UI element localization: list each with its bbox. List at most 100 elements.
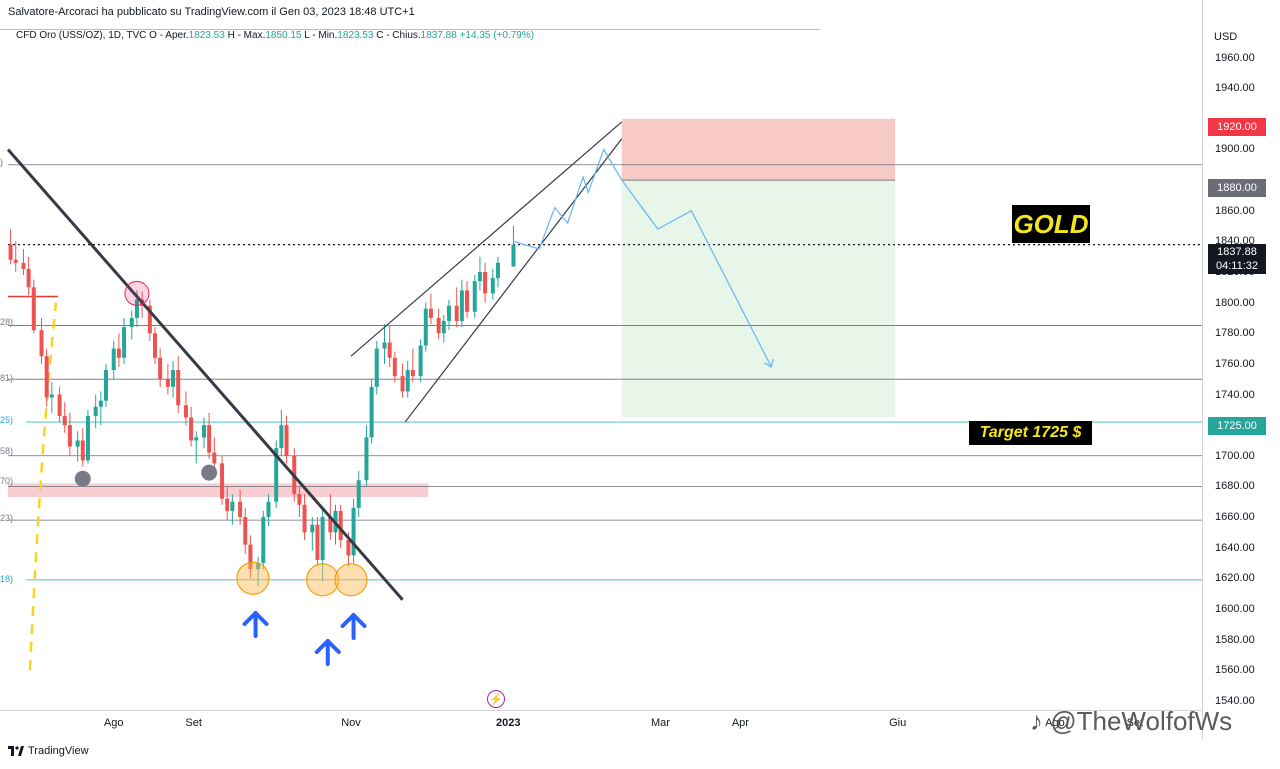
low-label: L - Min. <box>304 30 338 41</box>
bottom-circle <box>334 563 368 597</box>
fibonacci-level-label: 25) <box>0 415 14 425</box>
high-label: H - Max. <box>227 30 266 41</box>
candle-body <box>369 386 374 438</box>
candle-body <box>418 345 423 377</box>
candle-body <box>302 504 307 533</box>
time-axis-border <box>0 710 1203 711</box>
last-price-value: 1837.88 <box>1217 246 1257 258</box>
fibonacci-level-label: 28) <box>0 317 14 327</box>
candle-body <box>338 510 343 540</box>
price-tick-label: 1740.00 <box>1215 388 1255 401</box>
candle-body <box>26 268 31 288</box>
candle-body <box>423 308 428 346</box>
candle-body <box>49 394 54 398</box>
candle-body <box>158 357 163 380</box>
candle-body <box>320 517 325 560</box>
price-tick-label: 1660.00 <box>1215 511 1255 524</box>
candle-body <box>279 425 284 449</box>
date-tick-label: Mar <box>650 717 670 729</box>
candle-body <box>392 357 397 377</box>
fibonacci-level-label: 70) <box>0 476 14 486</box>
candle-body <box>297 494 302 505</box>
swing-low-dot <box>74 470 91 487</box>
publisher-text: Salvatore-Arcoraci ha pubblicato su Trad… <box>8 6 415 18</box>
candle-body <box>147 305 152 334</box>
tradingview-logo-icon <box>8 746 24 756</box>
dashed-projection-curve <box>28 302 58 671</box>
candle-body <box>400 376 405 392</box>
candle-body <box>436 317 441 334</box>
tiktok-icon: ♪ <box>1030 706 1043 736</box>
candle-body <box>93 406 98 416</box>
fibonacci-level-label: 58) <box>0 446 14 456</box>
price-tick-label: 1900.00 <box>1215 143 1255 156</box>
candle-body <box>274 448 279 502</box>
candle-body <box>31 287 36 331</box>
symbol-ohlc-line: CFD Oro (USS/OZ), 1D, TVC O - Aper.1823.… <box>16 30 534 41</box>
candle-body <box>8 244 13 260</box>
date-tick-label: Set <box>1126 717 1144 729</box>
price-tick-label: 1540.00 <box>1215 694 1255 707</box>
candle-body <box>85 415 90 461</box>
candle-body <box>122 327 127 358</box>
price-tick-label: 1640.00 <box>1215 541 1255 554</box>
currency-label[interactable]: USD <box>1214 31 1238 43</box>
close-label: C - Chius. <box>376 30 421 41</box>
candle-body <box>176 370 181 406</box>
symbol-name[interactable]: CFD Oro (USS/OZ), 1D, TVC <box>16 30 147 41</box>
price-tick-label: 1580.00 <box>1215 633 1255 646</box>
candle-body <box>410 370 415 377</box>
candle-body <box>310 524 315 533</box>
candle-body <box>248 544 253 570</box>
candle-body <box>266 501 271 518</box>
candle-body <box>103 370 108 401</box>
date-tick-label: Ago <box>103 717 124 729</box>
candle-body <box>116 348 121 358</box>
fibonacci-level-label: ) <box>0 157 3 167</box>
candle-body <box>13 259 18 263</box>
tradingview-logo[interactable]: TradingView <box>8 745 89 757</box>
candle-body <box>80 440 85 461</box>
candle-body <box>387 342 392 358</box>
open-label: O - Aper. <box>149 30 189 41</box>
price-tick-label: 1760.00 <box>1215 357 1255 370</box>
candle-body <box>351 507 356 556</box>
candle-body <box>57 394 62 416</box>
swing-low-dot <box>201 464 218 481</box>
candle-body <box>465 290 470 312</box>
price-tick-label: 1940.00 <box>1215 82 1255 95</box>
candle-body <box>256 562 261 570</box>
stop-price-badge: 1920.00 <box>1208 118 1266 136</box>
price-axis-border <box>1202 0 1203 740</box>
candle-body <box>428 308 433 318</box>
date-tick-label: 2023 <box>496 717 521 729</box>
candle-body <box>230 501 235 511</box>
price-tick-label: 1800.00 <box>1215 296 1255 309</box>
candle-body <box>238 501 243 518</box>
fibonacci-level-label: 23) <box>0 513 14 523</box>
change-value: +14.35 (+0.79%) <box>459 30 535 41</box>
candle-body <box>495 262 500 279</box>
candle-body <box>511 244 516 267</box>
candle-body <box>315 524 320 560</box>
countdown-value: 04:11:32 <box>1215 260 1258 272</box>
candle-body <box>446 305 451 321</box>
price-tick-label: 1600.00 <box>1215 602 1255 615</box>
candle-body <box>261 517 266 563</box>
candle-body <box>284 425 289 456</box>
last-price-badge: 1837.88 04:11:32 <box>1208 244 1266 274</box>
candle-body <box>194 437 199 441</box>
price-tick-label: 1860.00 <box>1215 204 1255 217</box>
candle-body <box>220 463 225 499</box>
candle-body <box>75 440 80 447</box>
bottom-circle <box>236 561 270 595</box>
target-label: Target 1725 $ <box>969 421 1092 445</box>
events-bolt-icon[interactable]: ⚡ <box>487 690 505 708</box>
entry-price-badge: 1880.00 <box>1208 179 1266 197</box>
close-value: 1837.88 <box>420 30 457 41</box>
candle-body <box>44 356 49 398</box>
watermark-text: @TheWolfofWs <box>1050 706 1233 736</box>
candle-body <box>364 437 369 481</box>
date-tick-label: Giu <box>889 717 907 729</box>
